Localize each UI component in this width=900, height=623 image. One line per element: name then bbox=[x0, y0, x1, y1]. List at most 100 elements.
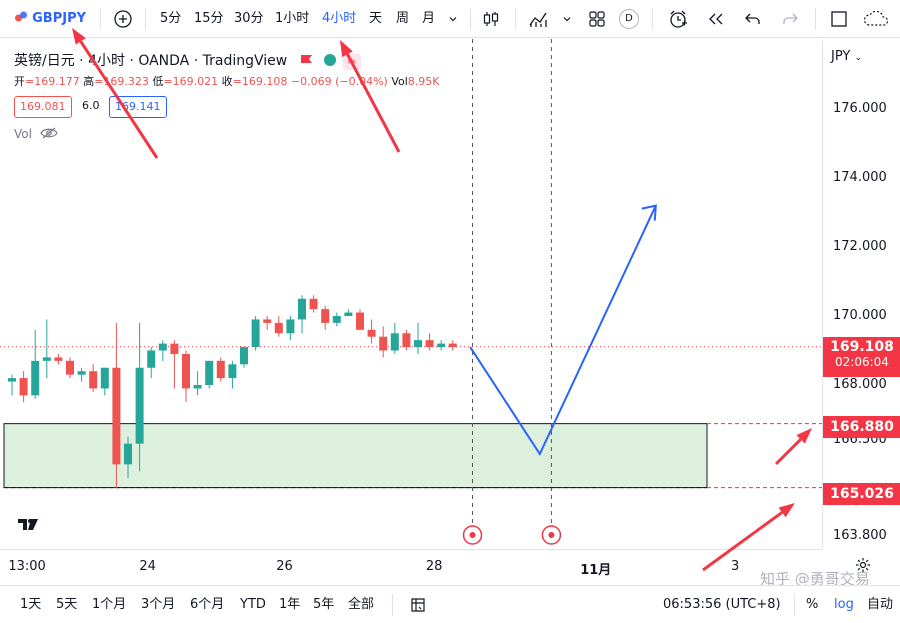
candle-body bbox=[147, 350, 156, 368]
candle-body bbox=[321, 309, 330, 323]
range-1d[interactable]: 1天 bbox=[20, 597, 42, 612]
eye-hidden-icon[interactable] bbox=[40, 127, 58, 139]
volume-indicator-label: Vol bbox=[14, 127, 32, 141]
candles-icon[interactable] bbox=[478, 6, 504, 32]
range-5y[interactable]: 5年 bbox=[313, 597, 335, 612]
axis-gear-icon[interactable] bbox=[855, 557, 871, 577]
candle-body bbox=[77, 371, 86, 375]
candle-body bbox=[251, 319, 260, 348]
interval-30m[interactable]: 30分 bbox=[234, 11, 264, 26]
candle-body bbox=[89, 371, 98, 389]
delay-badge-icon: ≈ bbox=[342, 54, 361, 70]
candle-body bbox=[193, 385, 202, 389]
low-label: 低 bbox=[152, 75, 164, 88]
symbol-logo-icon bbox=[14, 2, 28, 22]
range-3m[interactable]: 3个月 bbox=[141, 597, 176, 612]
range-ytd[interactable]: YTD bbox=[240, 597, 266, 612]
cloud-save-icon[interactable] bbox=[862, 6, 900, 32]
layout-grid-icon[interactable] bbox=[584, 6, 610, 32]
interval-week[interactable]: 周 bbox=[396, 11, 410, 26]
interval-4h[interactable]: 4小时 bbox=[322, 11, 357, 26]
candle-body bbox=[124, 443, 132, 465]
candle-body bbox=[344, 312, 353, 316]
compare-add-icon[interactable] bbox=[110, 6, 136, 32]
range-5d[interactable]: 5天 bbox=[56, 597, 78, 612]
price-tick: 170.000 bbox=[833, 308, 887, 323]
currency-label: JPY bbox=[831, 49, 851, 64]
upper-level-tag: 166.880 bbox=[823, 416, 900, 438]
candle-body bbox=[170, 343, 179, 354]
candle-body bbox=[437, 343, 446, 348]
candle-body bbox=[31, 360, 40, 396]
change-value: −0.069 (−0.04%) bbox=[290, 75, 388, 88]
current-price-tag: 169.108 02:06:04 bbox=[823, 337, 900, 377]
range-all[interactable]: 全部 bbox=[348, 597, 375, 612]
range-1y[interactable]: 1年 bbox=[279, 597, 301, 612]
percent-toggle[interactable]: % bbox=[806, 597, 819, 612]
price-axis[interactable]: JPY ⌄ 176.000 174.000 172.000 170.000 16… bbox=[822, 39, 900, 549]
log-toggle[interactable]: log bbox=[834, 597, 854, 612]
chart-legend-title: 英镑/日元 · 4小时 · OANDA · TradingView ≈ bbox=[14, 50, 361, 70]
candle-body bbox=[402, 333, 411, 348]
symbol-search[interactable]: GBPJPY bbox=[14, 0, 86, 38]
range-6m[interactable]: 6个月 bbox=[190, 597, 225, 612]
high-label: 高 bbox=[83, 75, 95, 88]
market-closed-flag-icon bbox=[300, 54, 314, 66]
spread-value: 6.0 bbox=[82, 99, 100, 112]
candle-body bbox=[414, 340, 422, 348]
vol-label: Vol bbox=[391, 75, 408, 88]
sell-price-button[interactable]: 169.081 bbox=[14, 96, 72, 118]
chart-pane[interactable]: 英镑/日元 · 4小时 · OANDA · TradingView ≈ 开=16… bbox=[0, 39, 822, 549]
candle-body bbox=[356, 312, 364, 330]
event-marker-dot bbox=[469, 532, 476, 538]
candle-body bbox=[309, 298, 318, 310]
range-1m[interactable]: 1个月 bbox=[92, 597, 127, 612]
date-range-icon[interactable] bbox=[405, 592, 431, 618]
vol-value: 8.95K bbox=[407, 75, 440, 88]
buy-price-button[interactable]: 169.141 bbox=[109, 96, 167, 118]
indicators-icon[interactable] bbox=[526, 6, 552, 32]
alert-clock-icon[interactable] bbox=[665, 6, 691, 32]
candle-body bbox=[425, 340, 434, 348]
candle-body bbox=[332, 316, 341, 323]
bar-countdown: 02:06:04 bbox=[835, 355, 889, 369]
auto-toggle[interactable]: 自动 bbox=[867, 597, 894, 612]
undo-icon[interactable] bbox=[740, 6, 766, 32]
chevron-down-icon[interactable] bbox=[443, 6, 463, 32]
price-tick: 176.000 bbox=[833, 101, 887, 116]
ohlc-values: 开=169.177 高=169.323 低=169.021 收=169.108 … bbox=[14, 75, 440, 88]
bottom-toolbar: 1天 5天 1个月 3个月 6个月 YTD 1年 5年 全部 06:53:56 … bbox=[0, 585, 900, 623]
indicator-badge[interactable]: D bbox=[616, 6, 642, 32]
price-chart[interactable] bbox=[0, 39, 822, 549]
time-axis-label: 13:00 bbox=[8, 559, 46, 574]
candle-body bbox=[100, 367, 109, 389]
projection-path bbox=[469, 205, 657, 457]
watermark-text: 知乎 @勇哥交易 bbox=[760, 570, 870, 588]
replay-icon[interactable] bbox=[703, 6, 729, 32]
candle-body bbox=[216, 360, 225, 379]
redo-icon[interactable] bbox=[777, 6, 803, 32]
candle-body bbox=[112, 367, 121, 465]
candle-body bbox=[8, 378, 16, 382]
interval-15m[interactable]: 15分 bbox=[194, 11, 224, 26]
tradingview-logo-icon bbox=[18, 519, 38, 530]
clock-timezone[interactable]: 06:53:56 (UTC+8) bbox=[663, 597, 781, 612]
interval-1h[interactable]: 1小时 bbox=[275, 11, 310, 26]
interval-5m[interactable]: 5分 bbox=[160, 11, 182, 26]
badge-label: D bbox=[619, 9, 639, 29]
interval-day[interactable]: 天 bbox=[369, 11, 383, 26]
candle-body bbox=[263, 319, 272, 323]
price-tick: 174.000 bbox=[833, 170, 887, 185]
low-value: 169.021 bbox=[172, 75, 219, 88]
candle-body bbox=[448, 343, 457, 348]
time-axis-label: 28 bbox=[425, 559, 443, 574]
candle-body bbox=[54, 357, 63, 361]
interval-month[interactable]: 月 bbox=[422, 11, 436, 26]
time-axis[interactable]: 13:00 24 26 28 11月 3 bbox=[0, 549, 822, 585]
fullscreen-icon[interactable] bbox=[826, 6, 852, 32]
candle-body bbox=[182, 353, 190, 389]
time-axis-label: 3 bbox=[731, 559, 740, 574]
currency-selector[interactable]: JPY ⌄ bbox=[831, 49, 862, 64]
chevron-down-icon[interactable] bbox=[557, 6, 577, 32]
price-tick: 163.800 bbox=[833, 528, 887, 543]
